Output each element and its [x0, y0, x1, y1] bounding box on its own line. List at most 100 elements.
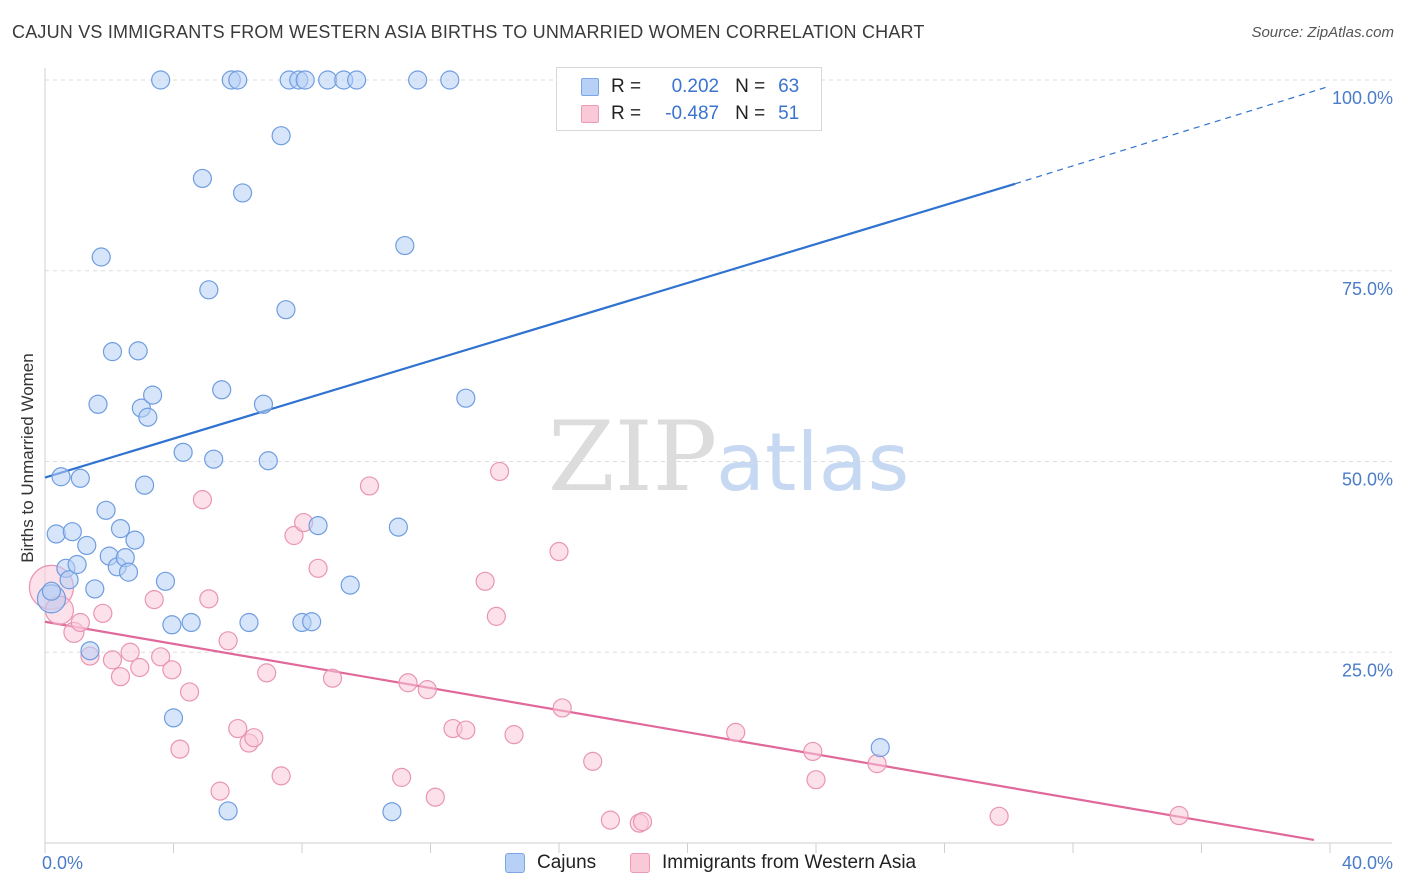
point-cajuns: [134, 475, 155, 495]
point-cajuns: [340, 575, 360, 595]
point-immigrants: [144, 590, 164, 610]
series-legend-cajuns[interactable]: Cajuns: [505, 852, 596, 874]
legend-n-value-immigrants: 51: [778, 103, 800, 124]
point-immigrants: [398, 673, 418, 693]
series-legend: Cajuns Immigrants from Western Asia: [0, 852, 1406, 878]
point-immigrants: [391, 767, 412, 787]
point-cajuns: [118, 562, 139, 582]
point-immigrants: [110, 667, 131, 687]
point-cajuns: [318, 70, 338, 90]
x-tick-label: 40.0%: [1342, 853, 1393, 873]
point-immigrants: [632, 812, 653, 832]
point-immigrants: [70, 612, 90, 633]
point-cajuns: [302, 612, 322, 632]
point-cajuns: [212, 380, 232, 400]
point-immigrants: [806, 770, 826, 790]
point-immigrants: [284, 525, 304, 546]
point-cajuns: [163, 708, 184, 728]
point-cajuns: [77, 535, 97, 556]
point-immigrants: [417, 680, 437, 700]
watermark-atlas: atlas: [716, 416, 909, 509]
legend-swatch-blue: [581, 78, 599, 96]
point-immigrants: [552, 698, 572, 718]
point-cajuns: [155, 571, 176, 591]
series-legend-immigrants[interactable]: Immigrants from Western Asia: [630, 852, 916, 874]
point-immigrants: [504, 725, 524, 745]
point-cajuns: [96, 500, 116, 520]
point-immigrants: [199, 589, 219, 609]
grid-lines: [45, 79, 1392, 653]
point-cajuns: [70, 468, 90, 488]
point-cajuns: [192, 168, 213, 189]
point-cajuns: [253, 394, 274, 414]
point-cajuns: [347, 70, 367, 90]
point-immigrants: [257, 663, 277, 683]
y-tick-label: 25.0%: [1342, 660, 1393, 680]
source-credit: Source: ZipAtlas.com: [1251, 24, 1394, 41]
point-immigrants: [179, 682, 200, 702]
point-cajuns: [271, 126, 291, 146]
point-immigrants: [989, 806, 1009, 826]
correlation-legend: R = 0.202 N = 63 R = -0.487 N = 51: [556, 67, 822, 131]
point-cajuns: [151, 70, 171, 90]
point-immigrants: [322, 668, 343, 688]
point-cajuns: [440, 70, 460, 90]
point-cajuns: [138, 407, 158, 427]
legend-r-value-cajuns: 0.202: [671, 76, 720, 97]
point-immigrants: [271, 766, 291, 786]
point-immigrants: [228, 718, 248, 739]
axes: [44, 68, 1392, 853]
trend-line-immigrants: [44, 620, 1315, 842]
chart-title: CAJUN VS IMMIGRANTS FROM WESTERN ASIA BI…: [12, 22, 925, 42]
point-immigrants: [359, 476, 380, 496]
point-cajuns: [102, 342, 123, 362]
point-cajuns: [110, 519, 131, 539]
point-cajuns: [232, 183, 253, 203]
point-cajuns: [456, 388, 476, 408]
point-cajuns: [62, 522, 82, 542]
series-name-cajuns: Cajuns: [537, 852, 597, 873]
legend-r-label: R =: [611, 103, 642, 124]
point-immigrants: [600, 810, 621, 830]
point-immigrants: [130, 657, 150, 678]
y-axis-label: Births to Unmarried Women: [18, 353, 37, 562]
legend-row-immigrants: R = -0.487 N = 51: [581, 101, 799, 127]
point-cajuns: [204, 449, 224, 469]
point-immigrants: [192, 490, 213, 510]
point-cajuns: [228, 70, 248, 90]
series-swatch-immigrants: [630, 853, 650, 873]
point-cajuns: [199, 280, 219, 300]
legend-row-cajuns: R = 0.202 N = 63: [581, 74, 799, 100]
series-swatch-cajuns: [505, 853, 525, 873]
point-immigrants: [456, 720, 476, 740]
tick-labels: 25.0% 50.0% 75.0% 100.0% 0.0% 40.0%: [42, 88, 1393, 873]
watermark-zip: ZIP: [548, 401, 717, 513]
point-cajuns: [870, 738, 890, 758]
series-name-immigrants: Immigrants from Western Asia: [662, 852, 917, 873]
point-cajuns: [258, 451, 278, 471]
point-immigrants: [308, 558, 328, 578]
watermark: ZIP atlas: [548, 401, 909, 513]
point-cajuns: [239, 612, 259, 633]
point-cajuns: [125, 530, 145, 550]
point-immigrants: [210, 781, 230, 801]
trend-lines: [44, 85, 1331, 842]
legend-r-value-immigrants: -0.487: [665, 103, 720, 124]
legend-r-label: R =: [611, 76, 642, 97]
point-immigrants: [486, 606, 506, 626]
point-cajuns: [85, 579, 105, 599]
points-pink: [28, 461, 1189, 833]
point-cajuns: [181, 612, 201, 633]
point-cajuns: [395, 235, 415, 256]
legend-n-label: N =: [735, 76, 766, 97]
point-cajuns: [162, 615, 182, 635]
point-cajuns: [91, 247, 111, 267]
y-tick-label: 100.0%: [1332, 88, 1393, 108]
trend-line-cajuns-extension: [1014, 85, 1331, 185]
point-cajuns: [382, 802, 402, 822]
point-immigrants: [583, 751, 603, 771]
trend-line-cajuns: [44, 182, 1016, 479]
legend-n-value-cajuns: 63: [778, 76, 800, 97]
y-tick-label: 50.0%: [1342, 470, 1393, 490]
